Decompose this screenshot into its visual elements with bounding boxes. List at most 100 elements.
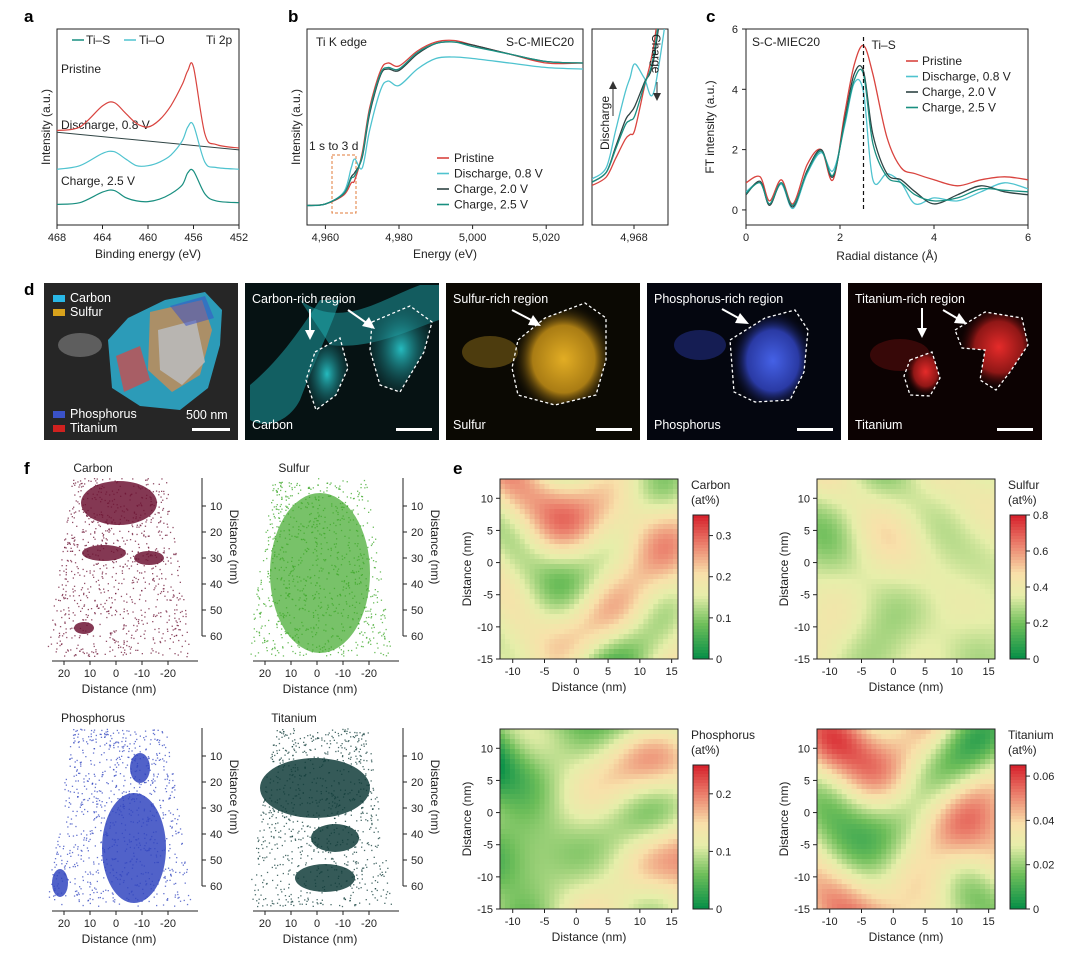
apt-atom (157, 512, 159, 514)
apt-atom (175, 882, 177, 885)
apt-atom (371, 822, 373, 825)
apt-atom (263, 800, 266, 802)
apt-atom (304, 830, 306, 833)
apt-atom (147, 756, 150, 758)
apt-atom (63, 609, 65, 611)
apt-atom (271, 900, 273, 902)
heatmap-cell (593, 484, 600, 490)
heatmap-cell (519, 569, 526, 575)
apt-atom (172, 820, 174, 822)
apt-cluster (270, 493, 370, 653)
heatmap-cell (579, 579, 585, 585)
heatmap-cell (500, 499, 506, 505)
apt-atom (280, 634, 282, 636)
heatmap-cell (554, 499, 560, 505)
apt-atom (371, 536, 373, 538)
apt-atom (374, 888, 376, 890)
apt-atom (156, 753, 158, 755)
apt-atom (74, 740, 76, 742)
heatmap-cell (564, 644, 570, 650)
heatmap-cell (554, 619, 560, 625)
apt-atom (368, 641, 370, 643)
apt-atom (121, 750, 124, 753)
apt-atom (115, 609, 117, 611)
apt-atom (349, 885, 352, 887)
apt-atom (64, 614, 66, 616)
apt-atom (126, 745, 129, 747)
phosphorus-map-blob (730, 310, 808, 402)
apt-atom (372, 789, 375, 791)
heatmap-cell (633, 584, 639, 590)
heatmap-cell (638, 529, 644, 535)
apt-atom (254, 640, 256, 642)
apt-atom (386, 882, 389, 884)
heatmap-cell (554, 549, 560, 555)
apt-atom (158, 752, 161, 754)
apt-atom (360, 744, 363, 746)
apt-atom (366, 866, 368, 868)
heatmap-cell (589, 594, 595, 600)
apt-atom (364, 632, 366, 634)
heatmap-cell (628, 619, 634, 625)
apt-atom (159, 739, 161, 742)
heatmap-cell (554, 514, 560, 520)
apt-atom (100, 754, 103, 756)
apt-atom (90, 480, 92, 482)
apt-atom (153, 773, 155, 775)
apt-atom (290, 815, 292, 817)
apt-atom (268, 599, 270, 602)
apt-atom (119, 750, 121, 752)
apt-atom (60, 643, 63, 646)
heatmap-cell (598, 604, 605, 610)
apt-atom (66, 853, 69, 855)
apt-atom (74, 844, 77, 846)
apt-atom (279, 904, 281, 907)
apt-atom (119, 773, 122, 775)
apt-atom (271, 653, 273, 655)
apt-atom (122, 617, 124, 619)
heatmap-cell (549, 539, 555, 545)
apt-xtick-label: -10 (335, 668, 351, 680)
heatmap-cell (564, 594, 570, 600)
apt-atom (168, 615, 171, 617)
apt-atom (343, 897, 345, 899)
apt-atom (267, 540, 270, 542)
heatmap-cell (544, 584, 550, 590)
apt-atom (166, 556, 168, 559)
heatmap-cell (524, 519, 531, 525)
apt-atom (72, 588, 74, 590)
apt-atom (266, 650, 268, 652)
apt-atom (69, 758, 71, 760)
apt-atom (309, 734, 311, 736)
apt-atom (96, 653, 98, 655)
heatmap-cell (603, 484, 610, 490)
apt-atom (159, 592, 162, 595)
apt-atom (280, 830, 282, 832)
apt-atom (280, 485, 282, 487)
apt-atom (96, 856, 99, 859)
apt-atom (384, 637, 386, 639)
apt-atom (65, 538, 67, 540)
heatmap-cell (598, 639, 605, 645)
heatmap-cell (519, 604, 526, 610)
heatmap-cell (603, 624, 610, 630)
apt-atom (71, 637, 73, 639)
apt-atom (80, 490, 82, 492)
apt-atom (294, 486, 296, 488)
apt-atom (156, 893, 158, 895)
heatmap-cell (589, 654, 595, 660)
heatmap-cell (574, 479, 580, 485)
apt-atom (271, 902, 274, 905)
heatmap-cell (584, 534, 590, 540)
apt-atom (266, 548, 269, 550)
apt-atom (99, 733, 101, 735)
heatmap-cell (589, 494, 595, 500)
apt-xlabel: Distance (nm) (82, 682, 157, 696)
heatmap-cell (633, 564, 639, 570)
apt-atom (152, 778, 154, 780)
apt-atom (91, 521, 93, 523)
apt-atom (82, 651, 84, 653)
heatmap-cell (638, 544, 644, 550)
